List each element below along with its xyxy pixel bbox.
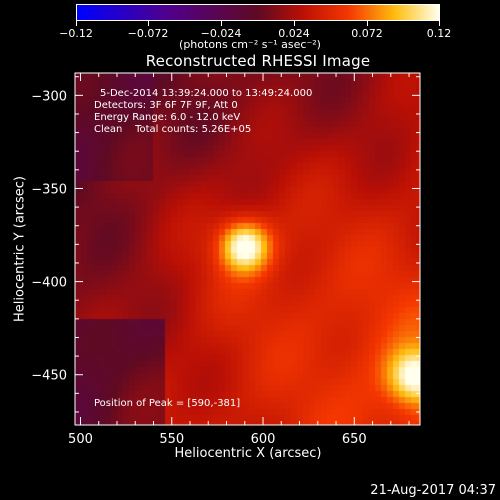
axis-ticks: 500 550 600 650 −300 −350 −400 −450 — [31, 73, 420, 447]
tick-label: −450 — [31, 369, 67, 384]
detectors-label: Detectors: 3F 6F 7F 9F, Att 0 — [94, 100, 238, 111]
y-axis-label: Heliocentric Y (arcsec) — [12, 176, 28, 322]
peak-position-label: Position of Peak = [590,-381] — [94, 398, 241, 409]
colorbar — [76, 4, 440, 21]
time-range-label: 5-Dec-2014 13:39:24.000 to 13:49:24.000 — [100, 88, 313, 99]
energy-range-label: Energy Range: 6.0 - 12.0 keV — [94, 112, 241, 123]
colorbar-tickmark — [76, 21, 77, 26]
tick-label: −400 — [31, 276, 67, 291]
x-axis-label: Heliocentric X (arcsec) — [174, 446, 322, 461]
heatmap-image — [75, 73, 420, 425]
colorbar-tickmark — [439, 21, 440, 26]
colorbar-tick-label: 0.072 — [351, 27, 383, 40]
colorbar-tick-label: −0.12 — [59, 27, 93, 40]
colorbar-tickmark — [367, 21, 368, 26]
colorbar-tick-label: 0.024 — [278, 27, 310, 40]
colorbar-tickmark — [221, 21, 222, 26]
colorbar-tick-label: 0.12 — [426, 27, 452, 40]
tick-label: −300 — [31, 89, 67, 104]
colorbar-unit-label: (photons cm⁻² s⁻¹ asec⁻²) — [179, 38, 321, 51]
tick-label: −350 — [31, 182, 67, 197]
tick-label: 550 — [159, 432, 184, 447]
colorbar-tick-label: −0.072 — [127, 27, 169, 40]
footer-date: 21-Aug-2017 04:37 — [370, 483, 496, 498]
colorbar-tick-label: −0.024 — [200, 27, 242, 40]
clean-counts-label: Clean Total counts: 5.26E+05 — [94, 124, 252, 135]
plot-border — [74, 72, 421, 426]
chart-title: Reconstructed RHESSI Image — [145, 52, 371, 70]
colorbar-tickmark — [148, 21, 149, 26]
tick-label: 600 — [251, 432, 276, 447]
tick-label: 500 — [68, 432, 93, 447]
tick-label: 650 — [342, 432, 367, 447]
colorbar-tickmark — [294, 21, 295, 26]
